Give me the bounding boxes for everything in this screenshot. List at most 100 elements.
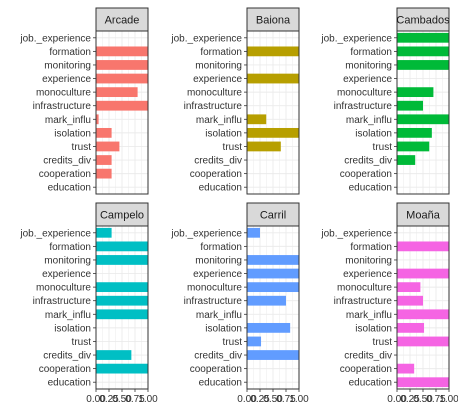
panel-border [396, 30, 450, 195]
bar [96, 87, 138, 98]
y-tick-label: mark_influ [346, 310, 392, 321]
bar [397, 363, 415, 374]
bar [397, 46, 449, 57]
y-tick-label: monoculture [36, 283, 91, 294]
bar [96, 241, 148, 252]
y-tick-label: mark_influ [45, 115, 91, 126]
bar [247, 336, 262, 347]
y-tick-label: education [48, 378, 91, 389]
panel-border [95, 30, 149, 195]
x-tick-label: 0.00 [387, 394, 407, 405]
y-tick-label: cooperation [190, 364, 242, 375]
y-tick-label: monoculture [337, 88, 392, 99]
bar [397, 100, 423, 111]
bar [96, 141, 120, 152]
y-tick-label: education [199, 183, 242, 194]
x-tick-label: 1.00 [138, 394, 158, 405]
bar [397, 60, 449, 70]
y-tick-label: trust [72, 142, 92, 153]
y-tick-label: experience [42, 74, 91, 85]
bar [397, 114, 449, 125]
y-tick-label: credits_div [344, 156, 392, 167]
y-tick-label: infrastructure [184, 296, 243, 307]
bar [247, 255, 299, 265]
x-tick-label: 0.75 [125, 394, 145, 405]
facet-panel: Campelo job._experience formation monitorin… [19, 202, 158, 405]
y-tick-label: cooperation [39, 364, 91, 375]
bar [247, 322, 291, 333]
x-tick-label: 0.75 [426, 394, 446, 405]
y-tick-label: credits_div [194, 351, 242, 362]
bar [397, 295, 423, 306]
bar [397, 155, 416, 165]
y-tick-label: cooperation [39, 169, 91, 180]
y-tick-label: monoculture [36, 88, 91, 99]
bar [96, 168, 112, 179]
y-tick-label: trust [373, 142, 393, 153]
y-tick-label: isolation [355, 128, 392, 139]
panel-border [246, 30, 300, 195]
y-tick-label: isolation [205, 128, 242, 139]
y-tick-label: credits_div [194, 156, 242, 167]
y-tick-label: infrastructure [33, 296, 92, 307]
bar [96, 60, 148, 70]
y-tick-label: experience [42, 269, 91, 280]
x-tick-label: 0.00 [86, 394, 106, 405]
bar [247, 227, 260, 238]
x-tick-label: 0.25 [400, 394, 420, 405]
y-tick-label: infrastructure [33, 101, 92, 112]
facet-panel: Baiona job._experience formation monitoring… [170, 7, 300, 195]
bar [397, 32, 449, 43]
y-tick-label: trust [223, 142, 243, 153]
facet-panel: Cambados job._experience formation monitori… [320, 7, 450, 195]
bar [397, 309, 449, 320]
x-tick-label: 0.50 [112, 394, 132, 405]
y-tick-label: isolation [54, 323, 91, 334]
y-tick-label: monoculture [337, 283, 392, 294]
y-tick-label: trust [72, 337, 92, 348]
y-tick-label: monitoring [44, 60, 91, 71]
facet-title: Cambados [396, 15, 450, 27]
y-tick-label: education [349, 183, 392, 194]
facet-title: Campelo [100, 210, 144, 222]
bar [247, 46, 299, 57]
facet-panel: Arcade job._experience formation monitoring… [19, 7, 149, 195]
y-tick-label: mark_influ [346, 115, 392, 126]
bar [96, 46, 148, 57]
bar [247, 295, 286, 306]
bar [247, 127, 299, 138]
bar [96, 127, 112, 138]
bar [96, 363, 148, 374]
bar [96, 114, 99, 125]
bar [397, 141, 430, 152]
y-tick-label: monitoring [345, 60, 392, 71]
bar [96, 282, 148, 293]
y-tick-label: cooperation [190, 169, 242, 180]
bar [247, 114, 267, 125]
bar [96, 309, 148, 320]
facet-panel: Carril job._experience formation monitoring… [170, 202, 309, 405]
bar [96, 73, 148, 84]
y-tick-label: job._experience [320, 228, 392, 239]
facet-title: Carril [260, 210, 286, 222]
y-tick-label: infrastructure [334, 101, 393, 112]
x-tick-label: 1.00 [439, 394, 458, 405]
y-tick-label: formation [350, 47, 392, 58]
y-tick-label: experience [343, 74, 392, 85]
y-tick-label: formation [200, 242, 242, 253]
y-tick-label: cooperation [340, 364, 392, 375]
facet-title: Baiona [256, 15, 291, 27]
x-tick-label: 0.00 [237, 394, 257, 405]
bar [397, 322, 425, 333]
bar [397, 241, 449, 252]
y-tick-label: job._experience [19, 228, 91, 239]
bar [397, 336, 449, 347]
y-tick-label: infrastructure [334, 296, 393, 307]
y-tick-label: job._experience [170, 33, 242, 44]
y-tick-label: isolation [205, 323, 242, 334]
y-tick-label: monitoring [195, 255, 242, 266]
bar [247, 268, 299, 279]
facet-title: Arcade [105, 15, 140, 27]
bar [397, 282, 421, 293]
